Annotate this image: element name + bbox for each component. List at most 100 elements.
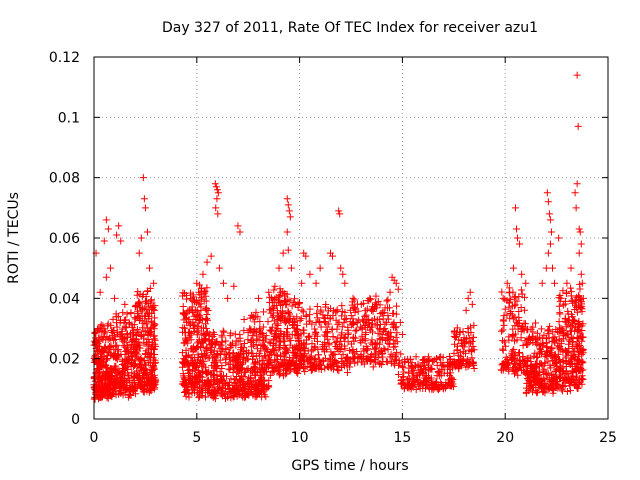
data-point	[462, 306, 470, 314]
data-point	[111, 294, 119, 302]
data-point	[227, 375, 235, 383]
data-point	[198, 391, 206, 399]
data-point	[188, 345, 196, 353]
x-tick-label: 0	[90, 430, 99, 446]
data-point	[230, 384, 238, 392]
data-point	[132, 331, 140, 339]
data-point	[213, 195, 221, 203]
data-point	[264, 318, 272, 326]
data-point	[227, 329, 235, 337]
data-point	[213, 377, 221, 385]
chart-title: Day 327 of 2011, Rate Of TEC Index for r…	[162, 20, 538, 36]
data-point	[189, 357, 197, 365]
data-point	[121, 351, 129, 359]
data-point	[206, 330, 214, 338]
data-point	[143, 375, 151, 383]
data-point	[499, 337, 507, 345]
data-point	[103, 389, 111, 397]
data-point	[230, 282, 238, 290]
data-point	[203, 311, 211, 319]
data-point	[222, 337, 230, 345]
data-point	[222, 345, 230, 353]
data-point	[124, 371, 132, 379]
data-point	[259, 341, 267, 349]
data-point	[339, 270, 347, 278]
data-point	[142, 327, 150, 335]
data-point	[110, 375, 118, 383]
data-point	[374, 329, 382, 337]
data-point	[227, 354, 235, 362]
data-point	[190, 328, 198, 336]
data-point	[187, 378, 195, 386]
data-point	[556, 309, 564, 317]
data-point	[131, 353, 139, 361]
data-point	[114, 351, 122, 359]
data-point	[514, 234, 522, 242]
data-point	[145, 382, 153, 390]
data-point	[191, 366, 199, 374]
data-point	[95, 356, 103, 364]
data-point	[232, 337, 240, 345]
data-point	[204, 316, 212, 324]
data-point	[313, 302, 321, 310]
data-point	[182, 346, 190, 354]
data-point	[236, 364, 244, 372]
data-point	[182, 336, 190, 344]
data-point	[98, 393, 106, 401]
data-point	[396, 318, 404, 326]
data-point	[240, 327, 248, 335]
data-point	[283, 325, 291, 333]
data-point	[134, 299, 142, 307]
data-point	[287, 337, 295, 345]
data-point	[179, 289, 187, 297]
data-point	[232, 372, 240, 380]
data-point	[202, 368, 210, 376]
data-point	[577, 270, 585, 278]
data-point	[209, 393, 217, 401]
data-point	[394, 285, 402, 293]
data-point	[148, 376, 156, 384]
data-point	[120, 342, 128, 350]
data-point	[102, 370, 110, 378]
data-point	[337, 264, 345, 272]
y-tick-labels: 0 0.02 0.04 0.06 0.08 0.1 0.12	[49, 50, 80, 428]
y-tick-label: 0	[71, 412, 80, 428]
data-point	[113, 328, 121, 336]
data-point	[101, 372, 109, 380]
data-point	[542, 264, 550, 272]
data-point	[200, 324, 208, 332]
data-point	[132, 315, 140, 323]
data-point	[316, 264, 324, 272]
data-point	[100, 237, 108, 245]
data-point	[119, 309, 127, 317]
data-point	[147, 317, 155, 325]
data-point	[572, 204, 580, 212]
data-point	[544, 249, 552, 257]
data-point	[464, 294, 472, 302]
data-point	[130, 321, 138, 329]
data-point	[567, 264, 575, 272]
data-point	[103, 383, 111, 391]
data-point	[213, 337, 221, 345]
data-point	[111, 352, 119, 360]
data-point	[234, 364, 242, 372]
data-point	[144, 352, 152, 360]
data-point	[283, 195, 291, 203]
data-point	[147, 324, 155, 332]
data-point	[183, 314, 191, 322]
data-point	[216, 368, 224, 376]
data-point	[149, 362, 157, 370]
data-point	[279, 249, 287, 257]
data-point	[139, 388, 147, 396]
data-point	[209, 328, 217, 336]
data-point	[183, 352, 191, 360]
data-point	[240, 340, 248, 348]
data-point	[215, 264, 223, 272]
data-point	[193, 307, 201, 315]
data-point	[576, 228, 584, 236]
data-point	[295, 299, 303, 307]
x-axis-title: GPS time / hours	[291, 458, 408, 474]
data-point	[111, 332, 119, 340]
data-point	[113, 341, 121, 349]
data-point	[499, 326, 507, 334]
